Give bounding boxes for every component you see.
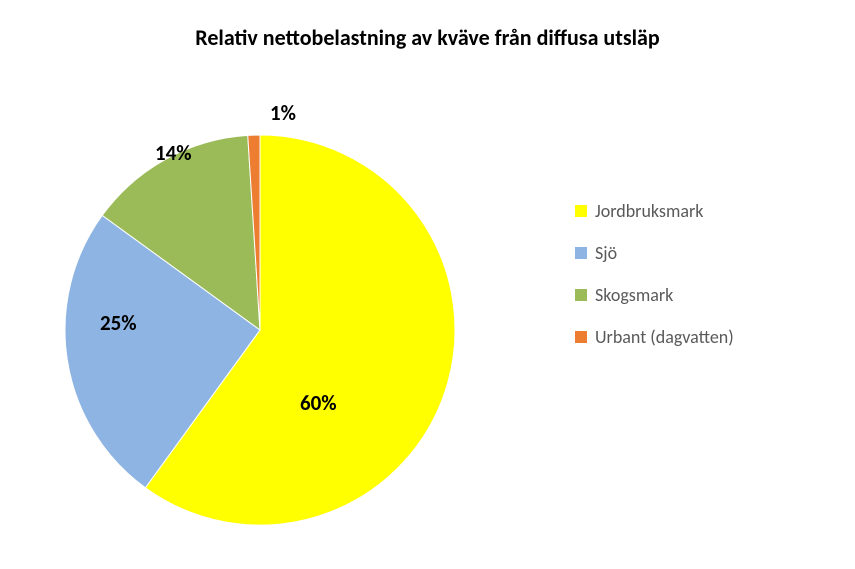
pct-label: 1%: [270, 100, 296, 126]
legend-swatch: [575, 331, 587, 343]
legend-swatch: [575, 205, 587, 217]
legend-item: Sjö: [575, 242, 734, 264]
legend-label: Urbant (dagvatten): [595, 326, 734, 348]
legend-label: Skogsmark: [595, 284, 673, 306]
legend-swatch: [575, 289, 587, 301]
legend-item: Skogsmark: [575, 284, 734, 306]
legend-label: Sjö: [595, 242, 617, 264]
pct-label: 14%: [155, 140, 192, 166]
legend: Jordbruksmark Sjö Skogsmark Urbant (dagvatt…: [575, 200, 734, 368]
legend-item: Jordbruksmark: [575, 200, 734, 222]
pct-label: 25%: [100, 310, 137, 336]
legend-swatch: [575, 247, 587, 259]
legend-item: Urbant (dagvatten): [575, 326, 734, 348]
pie-chart: Relativ nettobelastning av kväve från di…: [0, 0, 855, 569]
legend-label: Jordbruksmark: [595, 200, 703, 222]
pct-label: 60%: [300, 390, 337, 416]
